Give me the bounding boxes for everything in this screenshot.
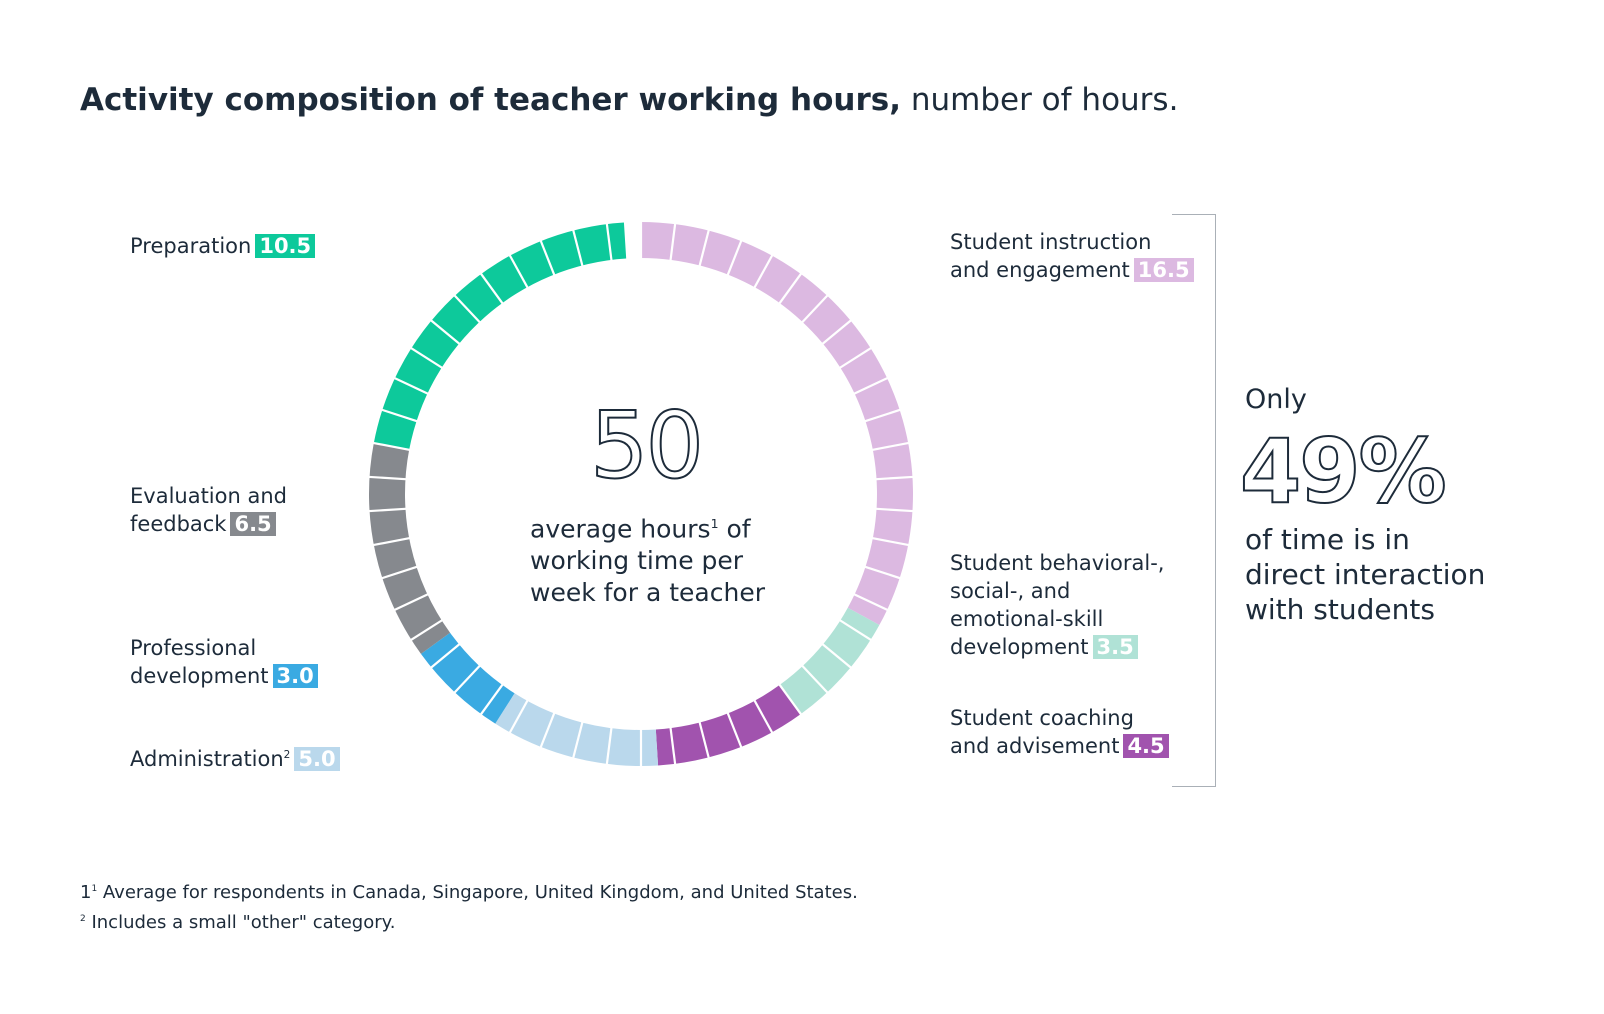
hour-divider <box>874 475 915 481</box>
hour-divider <box>571 228 584 268</box>
hour-divider <box>726 711 743 750</box>
direct-interaction-bracket <box>1172 214 1216 787</box>
hour-divider <box>752 253 774 290</box>
hour-divider <box>863 565 902 580</box>
hour-divider <box>870 441 911 452</box>
donut-segment-evaluation-and-feedback <box>369 443 451 654</box>
hour-divider <box>367 507 408 513</box>
hour-divider <box>380 565 419 580</box>
badge-professional: 3.0 <box>272 664 318 688</box>
hour-divider <box>800 293 830 325</box>
hour-divider <box>452 663 482 695</box>
title-subtitle: number of hours. <box>910 82 1179 118</box>
hour-divider <box>726 238 743 277</box>
label-professional: Professional development 3.0 <box>130 634 318 690</box>
hour-divider <box>367 475 408 481</box>
chart-title: Activity composition of teacher working … <box>80 82 1178 118</box>
hour-divider <box>698 228 711 268</box>
hour-divider <box>479 271 505 306</box>
badge-evaluation: 6.5 <box>230 512 276 536</box>
callout-only: Only <box>1245 384 1307 415</box>
hour-divider <box>452 293 482 325</box>
hour-divider <box>539 711 556 750</box>
hour-divider <box>392 376 430 396</box>
hour-divider <box>479 682 505 717</box>
donut-segment-preparation <box>373 222 627 450</box>
footnotes: 11 Average for respondents in Canada, Si… <box>80 876 858 936</box>
hour-divider <box>852 376 890 396</box>
label-behavioral: Student behavioral-, social-, and emotio… <box>950 551 1165 659</box>
hour-divider <box>837 346 873 370</box>
hour-divider <box>698 720 711 760</box>
center-total: 50 <box>589 391 705 500</box>
footnote-2: 2 Includes a small "other" category. <box>80 912 396 933</box>
hour-divider <box>837 618 873 642</box>
badge-instruction: 16.5 <box>1133 258 1194 282</box>
callout-percent: 49% <box>1239 419 1448 524</box>
hour-divider <box>863 408 902 423</box>
center-description: average hours1 of working time per week … <box>530 514 765 608</box>
badge-behavioral: 3.5 <box>1092 635 1138 659</box>
hour-divider <box>409 346 445 370</box>
hour-divider <box>752 698 774 735</box>
badge-administration: 5.0 <box>294 747 340 771</box>
hour-divider <box>605 222 613 262</box>
hour-divider <box>508 698 530 735</box>
donut-segment-student-coaching-and-advisement <box>655 684 801 766</box>
hour-divider <box>429 318 462 346</box>
title-bold: Activity composition of teacher working … <box>80 82 901 118</box>
footnote-1: 11 Average for respondents in Canada, Si… <box>80 882 858 903</box>
hour-divider <box>539 238 556 277</box>
hour-divider <box>777 682 803 717</box>
hour-divider <box>820 642 853 670</box>
badge-preparation: 10.5 <box>255 234 316 258</box>
hour-divider <box>571 720 584 760</box>
donut-segment-student-instruction-and-engagement <box>641 222 913 626</box>
hour-divider <box>508 253 530 290</box>
hour-divider <box>874 507 915 513</box>
badge-coaching: 4.5 <box>1123 734 1169 758</box>
label-evaluation: Evaluation and feedback 6.5 <box>130 484 287 536</box>
label-preparation: Preparation 10.5 <box>130 232 316 260</box>
label-instruction: Student instruction and engagement 16.5 <box>950 228 1194 284</box>
hour-divider <box>371 441 412 452</box>
hour-divider <box>669 222 677 262</box>
hour-divider <box>800 663 830 695</box>
hour-divider <box>870 536 911 547</box>
label-administration: Administration2 5.0 <box>130 741 340 773</box>
hour-divider <box>820 318 853 346</box>
hour-divider <box>669 726 677 766</box>
label-coaching: Student coaching and advisement 4.5 <box>950 704 1169 760</box>
hour-divider <box>852 592 890 612</box>
hour-divider <box>429 642 462 670</box>
hour-divider <box>605 726 613 766</box>
hour-divider <box>409 618 445 642</box>
donut-segment-student-behavioral-social-and-emotional-skill-development <box>779 607 880 715</box>
hour-divider <box>371 536 412 547</box>
hour-divider <box>392 592 430 612</box>
hour-divider <box>380 408 419 423</box>
donut-segment-administration <box>495 693 659 766</box>
hour-divider <box>777 271 803 306</box>
callout-description: of time is in direct interaction with st… <box>1245 523 1486 626</box>
